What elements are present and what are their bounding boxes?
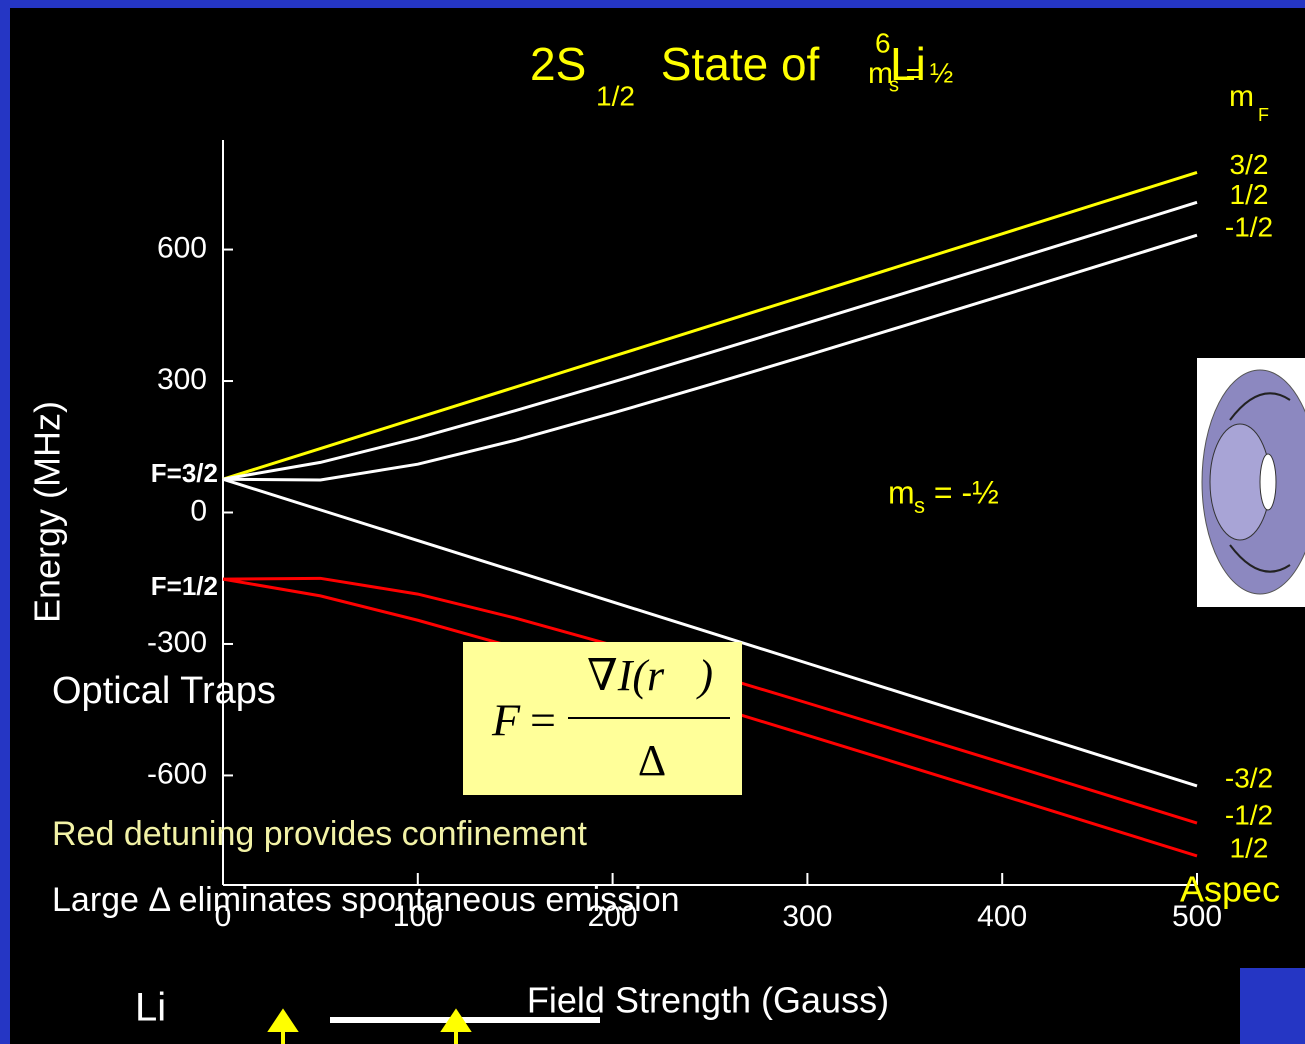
series-label: 1/2 bbox=[1230, 179, 1269, 210]
ms-down-sub: s bbox=[914, 493, 925, 518]
element-label: Li bbox=[135, 986, 166, 1030]
series-label: 3/2 bbox=[1230, 149, 1269, 180]
x-axis-label: Field Strength (Gauss) bbox=[527, 980, 889, 1021]
y-tick-label: 300 bbox=[157, 363, 207, 396]
bullet-large: Large Δ eliminates spontaneous emission bbox=[52, 881, 680, 919]
formula-eq: = bbox=[530, 695, 556, 746]
page: {"chart_data": { "type": "line", "title"… bbox=[0, 0, 1305, 1044]
ms-down-rest: = -½ bbox=[925, 474, 999, 510]
series-label: -3/2 bbox=[1225, 762, 1273, 793]
y-tick-label: -600 bbox=[147, 757, 207, 790]
f-upper-label: F=3/2 bbox=[151, 458, 218, 488]
title-rest: State of bbox=[648, 38, 832, 90]
formula-numerator: ∇I(r⃗) bbox=[587, 651, 713, 700]
legend-title-main: m bbox=[1229, 80, 1254, 113]
y-tick-label: 600 bbox=[157, 231, 207, 264]
ms-up-rest: = ½ bbox=[898, 57, 953, 88]
y-tick-label: -300 bbox=[147, 626, 207, 659]
y-tick-label: 0 bbox=[190, 494, 207, 527]
title-sup: 6 bbox=[875, 27, 891, 58]
bullet-red: Red detuning provides confinement bbox=[52, 815, 587, 853]
heading: Optical Traps bbox=[52, 670, 276, 712]
x-tick-label: 400 bbox=[977, 900, 1027, 933]
picture-hole bbox=[1260, 454, 1276, 510]
series-label: 1/2 bbox=[1230, 832, 1269, 863]
title-sub: 1/2 bbox=[596, 80, 635, 111]
formula-denominator: Δ bbox=[638, 736, 666, 785]
slide: 2S 1/2 State of 6 Li m s = ½ m F m s = -… bbox=[0, 0, 1305, 1044]
credit: Aspec bbox=[1180, 869, 1280, 910]
f-lower-label: F=1/2 bbox=[151, 571, 218, 601]
x-tick-label: 300 bbox=[782, 900, 832, 933]
title-main: 2S bbox=[530, 38, 586, 90]
legend-title-sub: F bbox=[1258, 105, 1269, 125]
series-label: -1/2 bbox=[1225, 212, 1273, 243]
formula-lhs: F bbox=[491, 695, 521, 746]
corner-block bbox=[1240, 968, 1305, 1044]
ms-down-main: m bbox=[888, 474, 915, 510]
trap-picture bbox=[1197, 358, 1305, 607]
y-axis-label: Energy (MHz) bbox=[27, 401, 68, 623]
series-label: -1/2 bbox=[1225, 799, 1273, 830]
